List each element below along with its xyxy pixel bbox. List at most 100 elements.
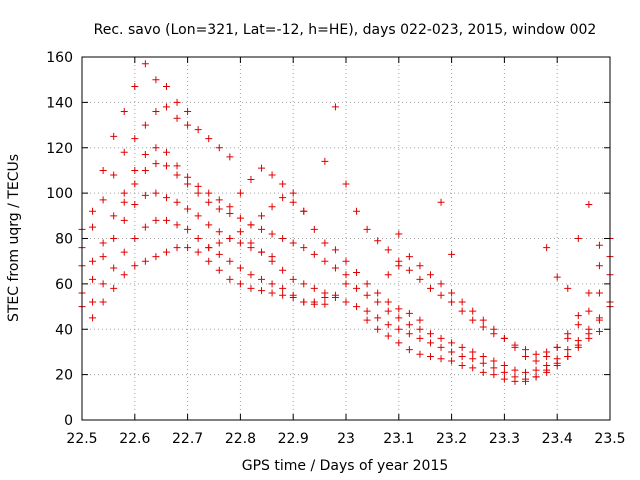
data-point <box>585 307 593 315</box>
data-point <box>152 253 160 261</box>
data-point <box>321 257 329 265</box>
data-point <box>184 107 192 115</box>
data-point <box>162 194 170 202</box>
data-point <box>226 153 234 161</box>
x-tick-label: 23.2 <box>436 431 467 447</box>
data-point <box>395 325 403 333</box>
series-points <box>247 239 603 383</box>
data-point <box>247 221 255 229</box>
series-points <box>89 244 329 322</box>
data-point <box>363 291 371 299</box>
data-point <box>205 221 213 229</box>
data-points <box>78 60 614 385</box>
data-point <box>458 352 466 360</box>
data-point <box>532 350 540 358</box>
data-point <box>543 352 551 360</box>
x-axis-label: GPS time / Days of year 2015 <box>242 458 449 474</box>
y-axis-label: STEC from uqrg / TECUs <box>6 154 22 322</box>
data-point <box>374 237 382 245</box>
data-point <box>574 321 582 329</box>
data-point <box>141 191 149 199</box>
data-point <box>110 264 118 272</box>
x-tick-label: 23.4 <box>542 431 573 447</box>
data-point <box>448 298 456 306</box>
data-point <box>205 135 213 143</box>
data-point <box>500 375 508 383</box>
data-point <box>543 368 551 376</box>
data-point <box>173 198 181 206</box>
data-point <box>141 151 149 159</box>
data-point <box>469 364 477 372</box>
data-point <box>553 273 561 281</box>
data-point <box>152 216 160 224</box>
data-point <box>500 334 508 342</box>
data-point <box>247 239 255 247</box>
data-point <box>279 266 287 274</box>
data-point <box>205 257 213 265</box>
data-point <box>426 271 434 279</box>
data-point <box>173 162 181 170</box>
data-point <box>120 189 128 197</box>
data-point <box>99 253 107 261</box>
data-point <box>363 307 371 315</box>
data-point <box>479 352 487 360</box>
data-point <box>141 166 149 174</box>
data-point <box>184 225 192 233</box>
data-point <box>374 314 382 322</box>
data-point <box>120 271 128 279</box>
data-point <box>268 257 276 265</box>
data-point <box>215 196 223 204</box>
data-point <box>99 196 107 204</box>
series-points <box>78 144 308 270</box>
series-points <box>78 189 276 297</box>
data-point <box>426 339 434 347</box>
data-point <box>384 298 392 306</box>
data-point <box>553 362 561 370</box>
data-point <box>321 289 329 297</box>
data-point <box>258 248 266 256</box>
x-tick-label: 22.8 <box>225 431 256 447</box>
data-point <box>595 262 603 270</box>
data-point <box>110 284 118 292</box>
data-point <box>289 275 297 283</box>
data-point <box>395 339 403 347</box>
data-point <box>479 359 487 367</box>
data-point <box>300 298 308 306</box>
data-point <box>131 166 139 174</box>
data-point <box>258 212 266 220</box>
data-point <box>184 121 192 129</box>
data-point <box>300 244 308 252</box>
data-point <box>194 126 202 134</box>
data-point <box>194 189 202 197</box>
data-point <box>194 182 202 190</box>
data-point <box>458 298 466 306</box>
data-point <box>448 348 456 356</box>
data-point <box>236 189 244 197</box>
data-point <box>522 346 530 354</box>
data-point <box>236 280 244 288</box>
data-point <box>89 314 97 322</box>
x-tick-label: 23.3 <box>489 431 520 447</box>
data-point <box>89 298 97 306</box>
series-points <box>321 103 614 358</box>
data-point <box>184 244 192 252</box>
data-point <box>490 371 498 379</box>
data-point <box>236 214 244 222</box>
data-point <box>184 205 192 213</box>
data-point <box>395 314 403 322</box>
data-point <box>279 291 287 299</box>
data-point <box>469 316 477 324</box>
data-point <box>279 180 287 188</box>
data-point <box>479 368 487 376</box>
data-point <box>173 244 181 252</box>
data-point <box>162 103 170 111</box>
data-point <box>289 189 297 197</box>
data-point <box>321 239 329 247</box>
data-point <box>162 82 170 90</box>
data-point <box>479 316 487 324</box>
x-tick-label: 22.6 <box>119 431 150 447</box>
series-points <box>120 160 350 279</box>
y-tick-label: 100 <box>46 186 73 202</box>
data-point <box>173 171 181 179</box>
